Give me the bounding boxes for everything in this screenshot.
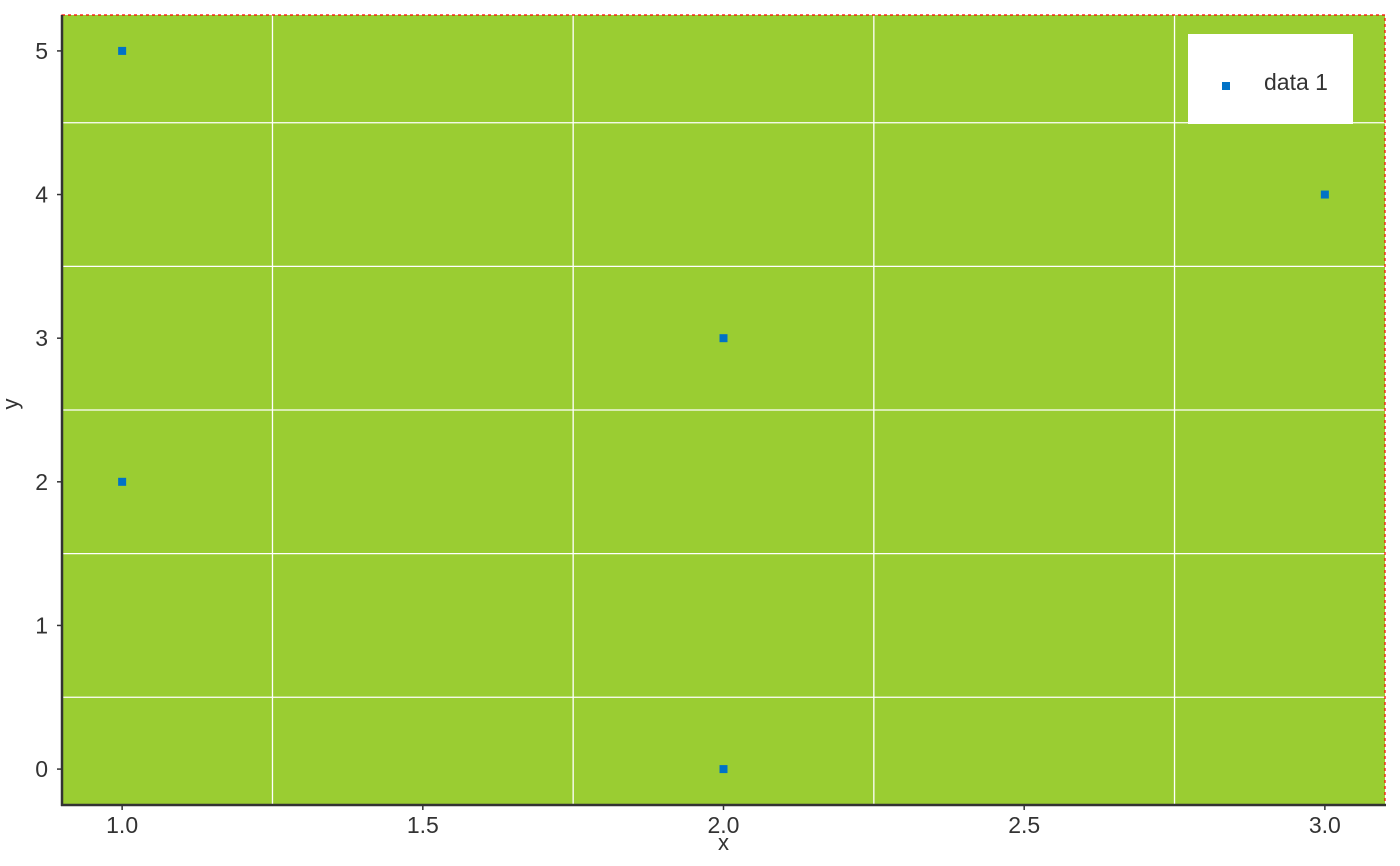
y-axis-title: y xyxy=(0,399,23,410)
x-tick-label: 1.5 xyxy=(407,812,439,838)
data-point xyxy=(719,334,728,343)
legend-box xyxy=(1188,34,1353,124)
data-point xyxy=(118,477,127,486)
grid-lines xyxy=(62,15,1385,805)
y-tick-label: 4 xyxy=(35,182,48,208)
y-tick-label: 1 xyxy=(35,612,48,638)
x-tick-label: 3.0 xyxy=(1309,812,1341,838)
y-tick-label: 2 xyxy=(35,469,48,495)
data-point xyxy=(719,765,728,774)
y-tick-label: 3 xyxy=(35,325,48,351)
x-tick-label: 2.0 xyxy=(708,812,740,838)
x-axis-title: x xyxy=(718,830,729,855)
legend-label: data 1 xyxy=(1264,69,1328,95)
data-point xyxy=(118,46,127,55)
tick-labels: 1.0 1.5 2.0 2.5 3.0 0 1 2 3 4 5 xyxy=(35,38,1341,838)
data-point xyxy=(1320,190,1329,199)
y-tick-label: 0 xyxy=(35,756,48,782)
y-tick-label: 5 xyxy=(35,38,48,64)
legend-marker xyxy=(1222,82,1230,90)
x-tick-label: 2.5 xyxy=(1008,812,1040,838)
x-tick-label: 1.0 xyxy=(106,812,138,838)
data-points xyxy=(118,46,1329,774)
legend: data 1 xyxy=(1188,34,1353,124)
